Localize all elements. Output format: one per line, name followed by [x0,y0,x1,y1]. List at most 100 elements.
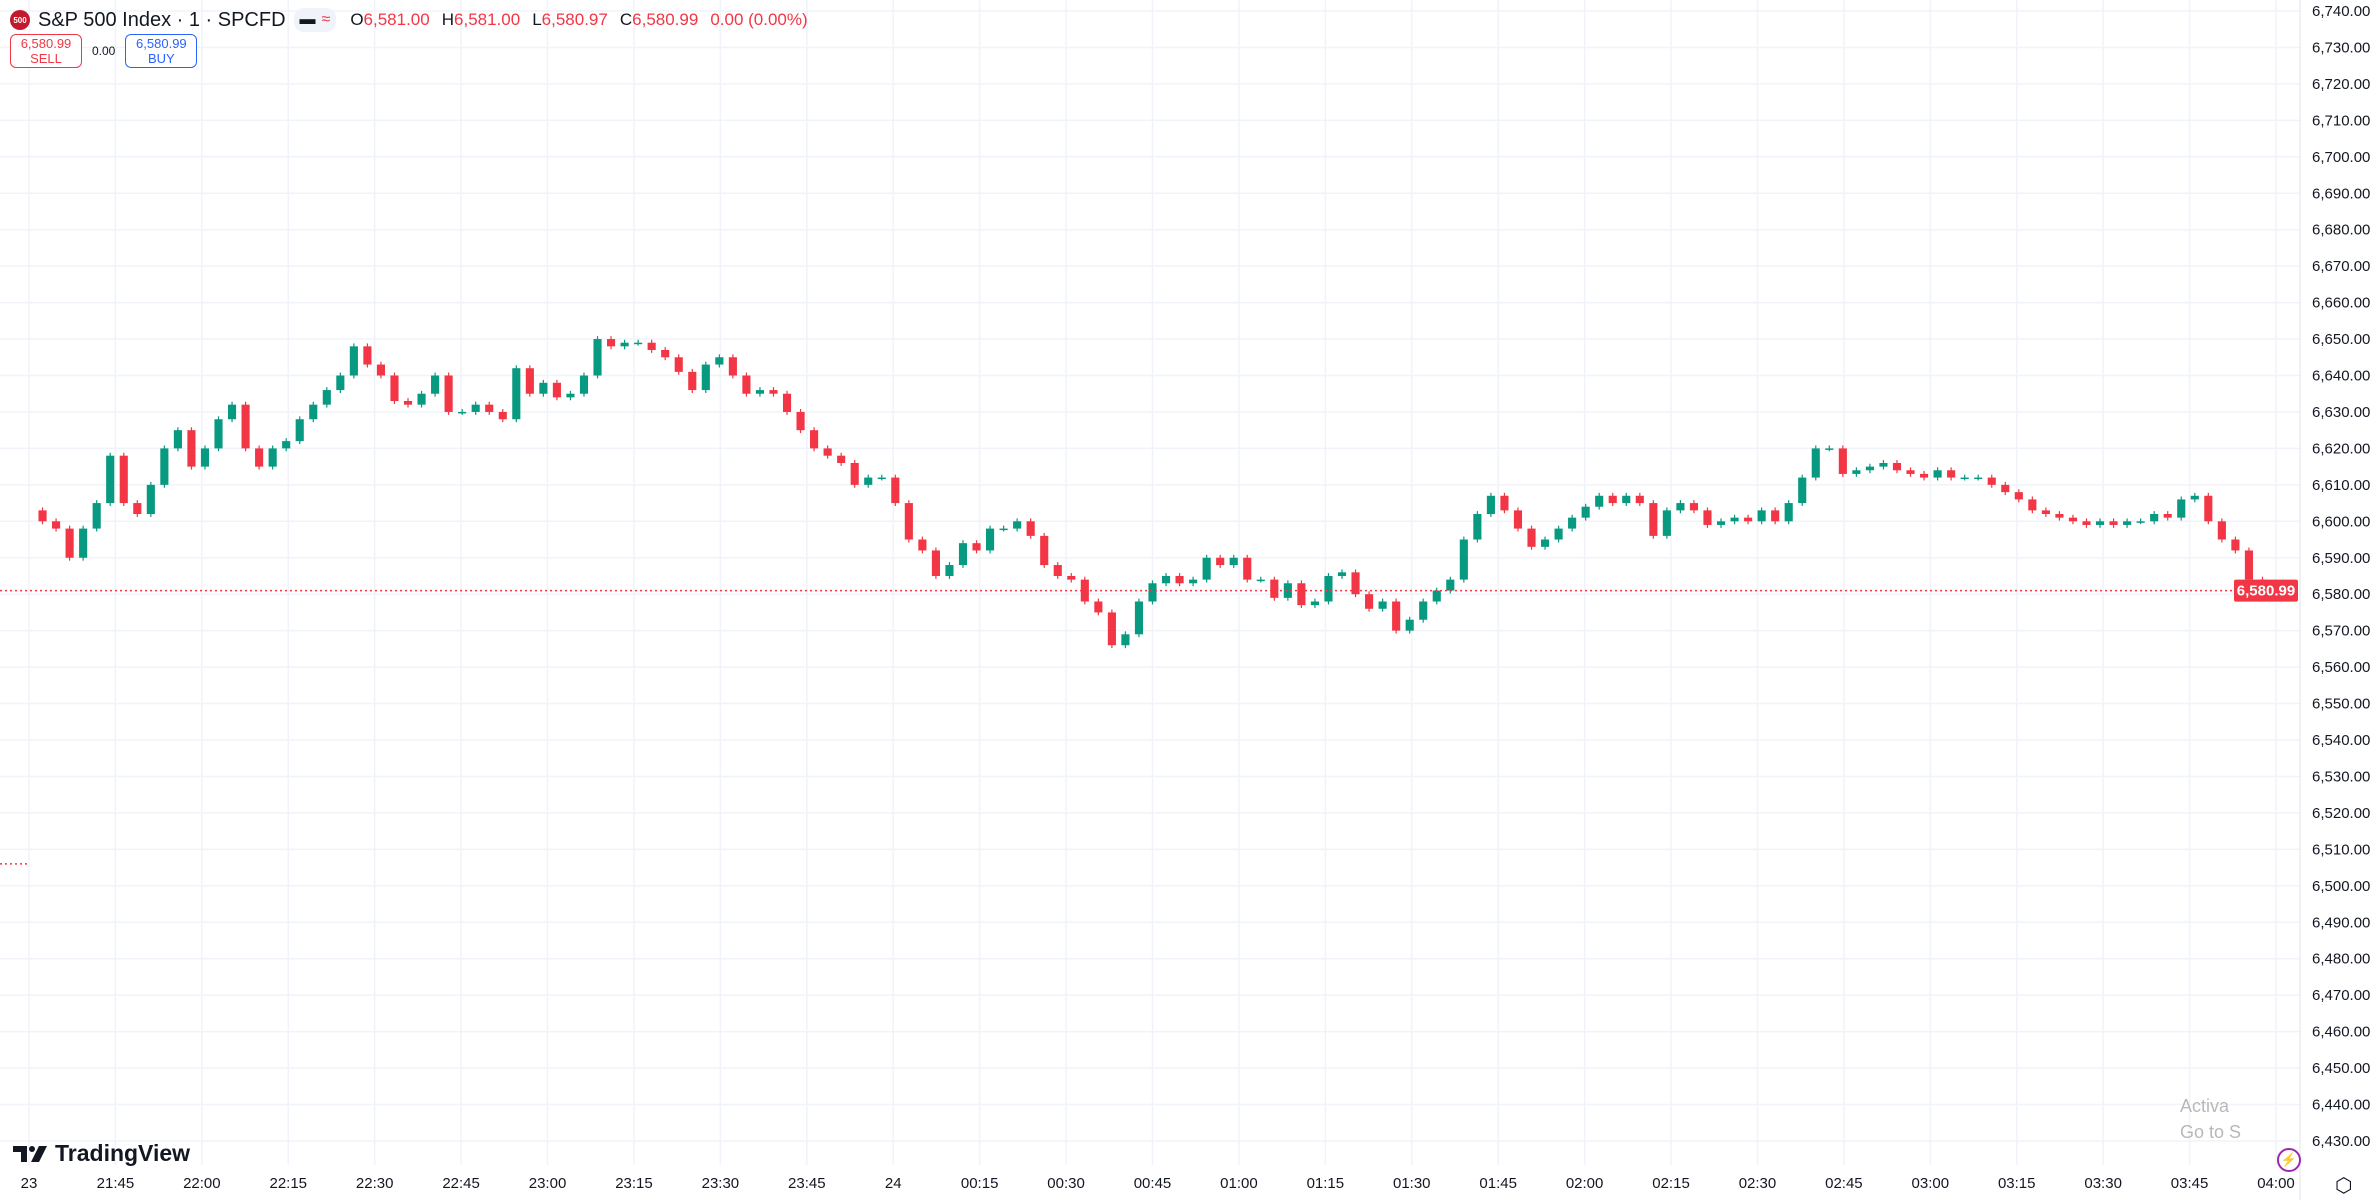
candle [187,427,196,470]
candle-body [1365,594,1374,609]
candle [552,379,561,401]
x-tick-label: 23:45 [788,1175,826,1192]
sell-button[interactable]: 6,580.99 SELL [10,34,82,68]
legend-toggle[interactable]: ▬ ≈ [293,8,337,32]
candle-body [376,364,386,376]
candle [444,372,453,415]
legend-header: 500 S&P 500 Index · 1 · SPCFD ▬ ≈ O6,581… [10,8,808,32]
candle-body [1378,601,1387,609]
candle-body [200,448,210,467]
candle [485,401,494,415]
candle-body [1297,583,1306,606]
candle-body [1865,466,1874,471]
candle [891,474,900,506]
candle [1716,518,1726,528]
y-tick-label: 6,590.00 [2312,550,2370,567]
candle-body [1121,634,1130,646]
tradingview-logo[interactable]: TradingView [13,1140,190,1167]
candle [268,445,277,470]
candle-body [1513,510,1523,529]
y-tick-label: 6,580.00 [2312,586,2370,603]
candle [2190,492,2199,503]
x-tick-label: 01:00 [1220,1175,1258,1192]
time-axis[interactable]: 23 21:45 22:00 22:15 22:30 22:45 23:00 23:15 23:… [21,1175,2295,1192]
candle [1933,467,1942,481]
candle [2163,511,2172,521]
candle [647,339,656,353]
candle-body [1622,495,1631,504]
y-tick-label: 6,670.00 [2312,258,2370,275]
candle-body [498,411,507,420]
candle [1825,445,1834,452]
candle [701,361,710,393]
candle-body [1568,517,1577,529]
candle [160,445,169,488]
chart-grid [0,0,2300,1165]
buy-button[interactable]: 6,580.99 BUY [125,34,198,68]
candle [1053,562,1062,579]
lightning-icon[interactable]: ⚡ [2277,1148,2301,1172]
x-tick-label: 02:15 [1652,1175,1690,1192]
candle-body [1432,590,1441,602]
price-axis[interactable]: 6,740.00 6,730.00 6,720.00 6,710.00 6,700.00… [2312,3,2370,1150]
candle [1161,573,1171,587]
candle [1392,598,1401,634]
candle-body [593,339,602,376]
candle-body [1811,448,1820,478]
candle [1676,500,1685,514]
candle-body [1730,517,1739,522]
candle [241,401,250,452]
candle-body [1838,448,1847,474]
y-tick-label: 6,630.00 [2312,404,2370,421]
candle [1906,467,1915,477]
candle [688,368,697,393]
candle-body [65,528,74,558]
candle-body [2055,514,2064,518]
settings-icon[interactable]: ⬡ [2335,1175,2353,1197]
candle-body [1581,506,1590,518]
x-tick-label: 02:45 [1825,1175,1863,1192]
candle-body [850,462,859,485]
y-tick-label: 6,700.00 [2312,149,2370,166]
candle-body [52,521,61,529]
candle-body [241,404,250,449]
candle [972,540,981,554]
candle-body [1635,495,1644,504]
candle [1730,514,1739,525]
x-tick-label: 23:15 [615,1175,653,1192]
y-tick-label: 6,660.00 [2312,295,2370,312]
candle-body [972,543,981,551]
approx-icon: ≈ [321,11,331,28]
candle [1324,573,1333,605]
candle-body [322,390,331,405]
candle [1622,492,1631,506]
symbol-title[interactable]: S&P 500 Index · 1 · SPCFD [38,8,286,31]
candle-body [1974,477,1983,480]
candle [390,372,399,404]
candle-body [1892,462,1902,471]
candle-body [1067,575,1076,580]
candle [2204,492,2213,525]
close-key: C [619,10,633,29]
y-tick-label: 6,650.00 [2312,331,2370,348]
candle [512,365,521,423]
candle [1216,554,1225,568]
y-tick-label: 6,740.00 [2312,3,2370,20]
candle [376,361,386,379]
candle [958,540,968,568]
candle [1689,500,1699,514]
candle [227,401,237,423]
candle-body [837,455,846,463]
candle-body [2231,539,2240,551]
candle-body [1906,470,1915,474]
candle [2123,518,2132,528]
candle-body [2190,495,2199,500]
candle-body [810,430,819,449]
candle-body [2095,521,2105,525]
candle [1865,463,1874,474]
candle [634,339,643,346]
candle [1229,554,1238,568]
candle-body [363,346,372,365]
tradingview-wordmark: TradingView [55,1140,191,1166]
